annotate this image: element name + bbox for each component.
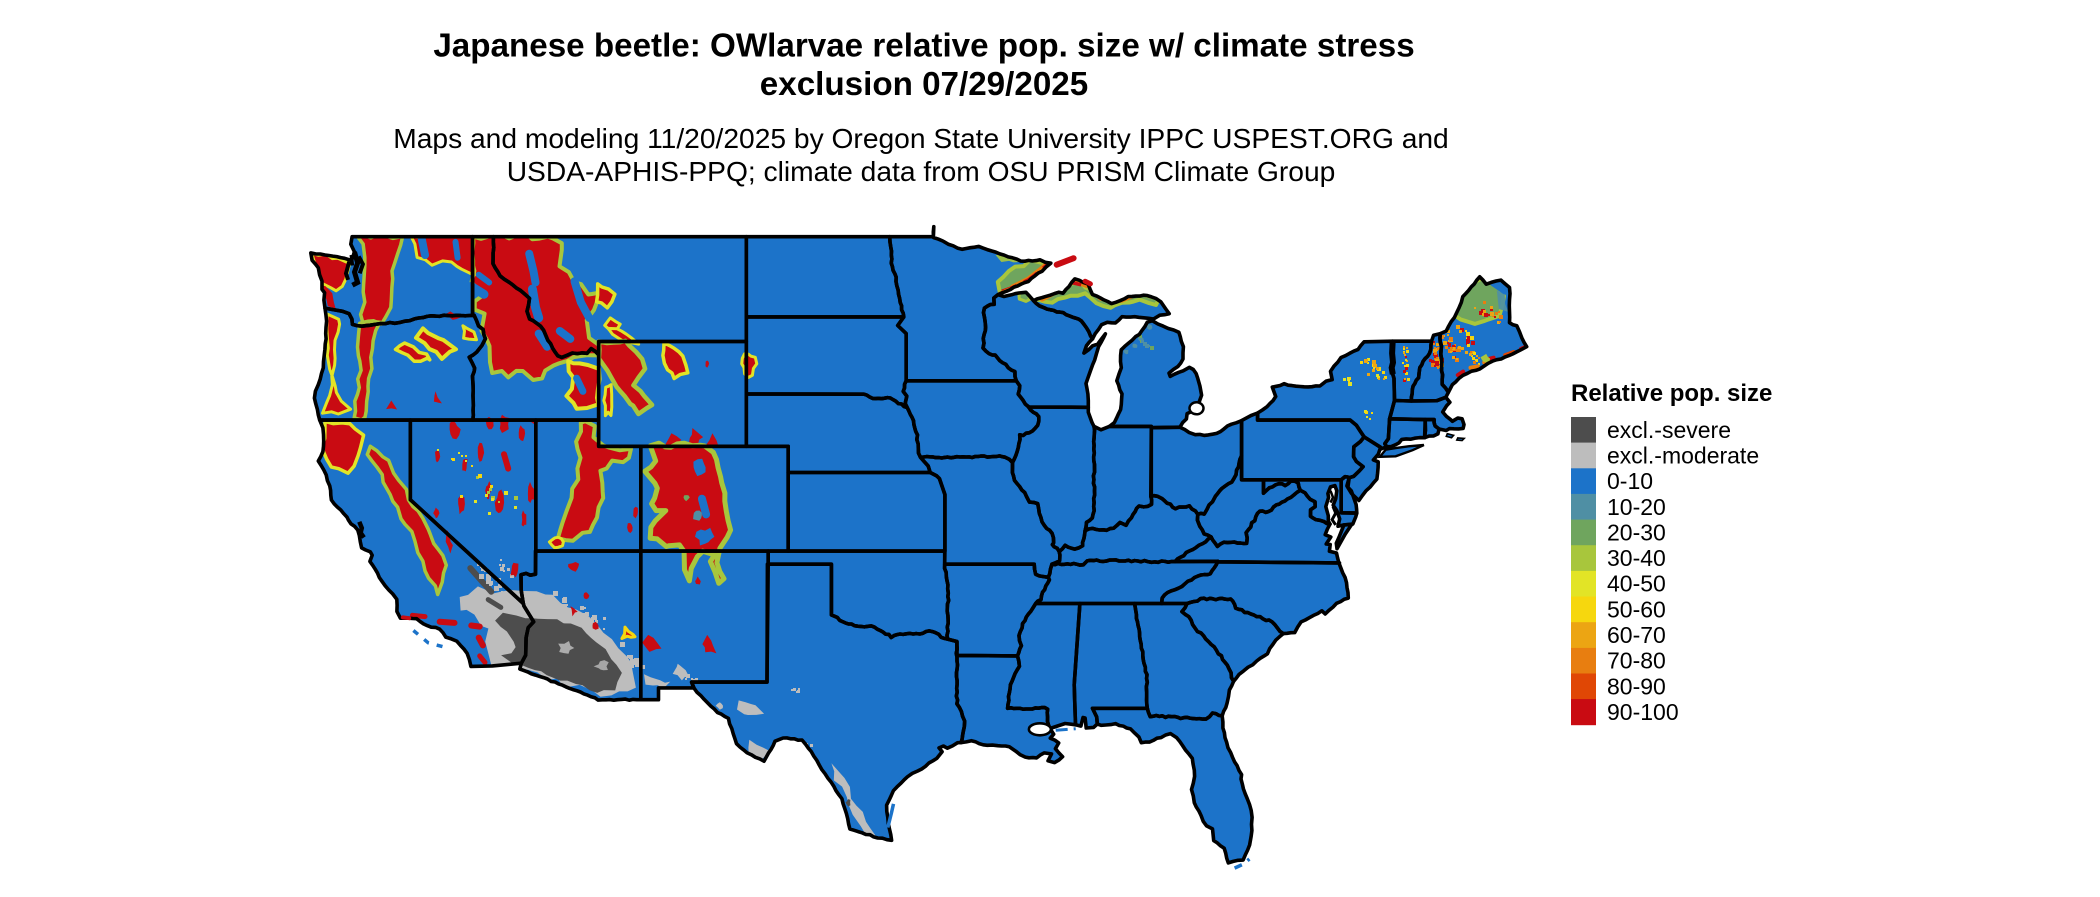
svg-text:Maps and modeling 11/20/2025 b: Maps and modeling 11/20/2025 by Oregon S… [393, 122, 1449, 154]
svg-text:Japanese beetle: OWlarvae rela: Japanese beetle: OWlarvae relative pop. … [433, 28, 1414, 65]
svg-text:Relative pop. size: Relative pop. size [1571, 380, 1772, 407]
svg-text:50-60: 50-60 [1607, 596, 1666, 622]
svg-text:80-90: 80-90 [1607, 673, 1666, 699]
svg-text:90-100: 90-100 [1607, 699, 1679, 725]
svg-text:10-20: 10-20 [1607, 494, 1666, 520]
svg-text:30-40: 30-40 [1607, 545, 1666, 571]
svg-text:excl.-moderate: excl.-moderate [1607, 443, 1759, 469]
svg-text:USDA-APHIS-PPQ; climate data f: USDA-APHIS-PPQ; climate data from OSU PR… [507, 155, 1336, 187]
svg-text:20-30: 20-30 [1607, 519, 1666, 545]
svg-text:70-80: 70-80 [1607, 648, 1666, 674]
svg-text:exclusion 07/29/2025: exclusion 07/29/2025 [760, 66, 1088, 103]
svg-text:40-50: 40-50 [1607, 571, 1666, 597]
svg-text:0-10: 0-10 [1607, 468, 1653, 494]
svg-text:60-70: 60-70 [1607, 622, 1666, 648]
svg-text:excl.-severe: excl.-severe [1607, 417, 1731, 443]
